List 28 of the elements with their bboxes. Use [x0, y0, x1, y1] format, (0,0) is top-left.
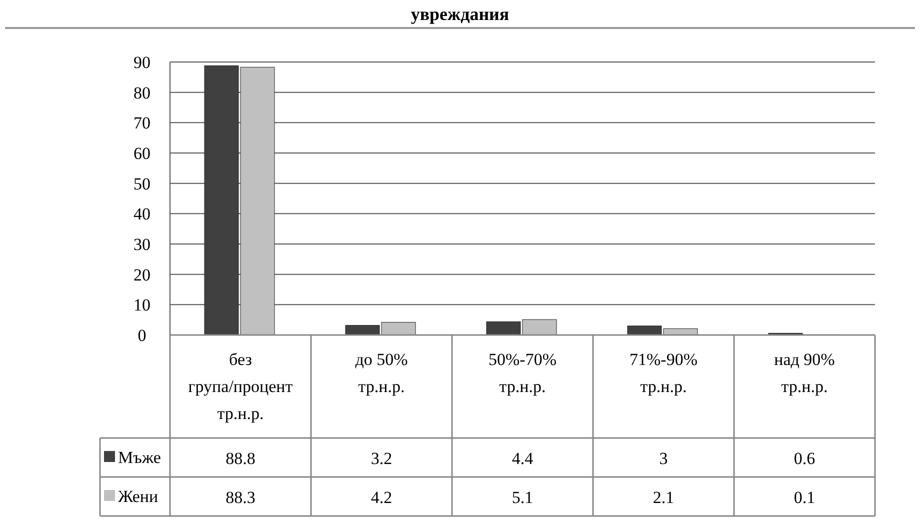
- legend-label: Жени: [118, 487, 158, 506]
- y-tick-label: 60: [134, 144, 150, 163]
- data-label: 0.6: [794, 449, 816, 468]
- data-label: 3.2: [370, 449, 392, 468]
- y-tick-label: 70: [134, 114, 150, 133]
- data-label: 3: [659, 449, 668, 468]
- y-tick-label: 10: [134, 296, 150, 315]
- x-tick-label: до 50% тр.н.р.: [355, 350, 408, 396]
- y-tick-label: 90: [134, 52, 150, 72]
- x-tick-label: 71%-90% тр.н.р.: [630, 350, 698, 396]
- data-label: 88.8: [226, 449, 256, 468]
- x-tick-label: без група/процент тр.н.р.: [188, 350, 294, 423]
- y-tick-label: 30: [134, 234, 150, 254]
- chart-title: увреждания: [410, 4, 510, 24]
- data-label: 0.1: [794, 488, 816, 507]
- y-tick-label: 40: [134, 204, 150, 224]
- x-tick-label: 50%-70% тр.н.р.: [488, 350, 556, 396]
- data-label: 5.1: [512, 488, 534, 507]
- y-tick-label: 0: [138, 326, 146, 345]
- y-tick-label: 20: [134, 265, 150, 284]
- y-tick-label: 50: [134, 174, 150, 194]
- y-tick-label: 80: [134, 83, 150, 102]
- data-label: 88.3: [226, 488, 256, 507]
- x-tick-label: над 90% тр.н.р.: [774, 350, 835, 396]
- legend-label: Мъже: [118, 448, 161, 467]
- data-label: 4.4: [512, 449, 534, 468]
- data-label: 2.1: [652, 488, 674, 507]
- data-label: 4.2: [370, 488, 392, 507]
